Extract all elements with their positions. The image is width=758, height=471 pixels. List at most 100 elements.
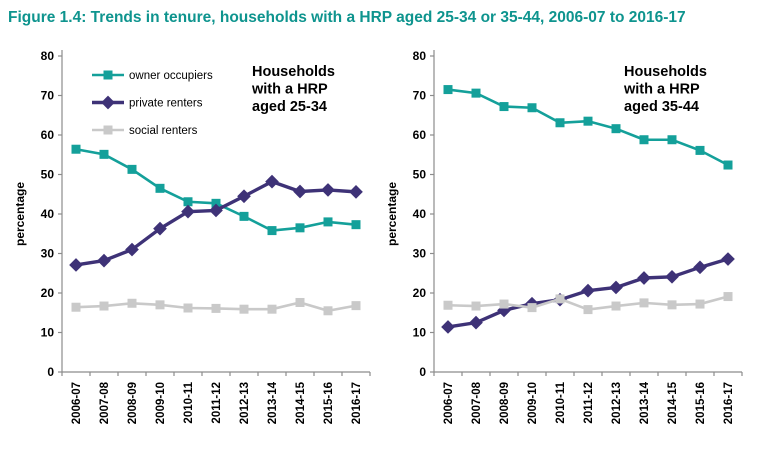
owner-occupiers-marker [351, 220, 361, 230]
legend-item-social-renters: social renters [92, 125, 198, 137]
owner-occupiers-marker [211, 199, 221, 209]
svg-text:0: 0 [419, 365, 426, 379]
svg-text:20: 20 [413, 286, 427, 300]
social-renters-series [443, 292, 733, 315]
owner-occupiers-marker [239, 212, 249, 222]
svg-text:2015-16: 2015-16 [695, 382, 707, 424]
legend-item-private-renters: private renters [92, 96, 203, 110]
svg-text:2009-10: 2009-10 [155, 382, 167, 424]
owner-occupiers-marker [527, 103, 537, 113]
owner-occupiers-marker [155, 184, 165, 194]
svg-text:2010-11: 2010-11 [555, 382, 567, 424]
chart-subtitle: Households with a HRP aged 25-34 [251, 64, 335, 115]
chart-subtitle: Households with a HRP aged 35-44 [623, 64, 707, 115]
social-renters-series [71, 298, 361, 316]
social-renters-marker [239, 305, 249, 315]
private-renters-series [69, 175, 363, 273]
private-renters-marker [693, 260, 707, 275]
social-renters-marker [267, 305, 277, 315]
svg-text:30: 30 [41, 247, 55, 261]
legend-swatch-marker [101, 96, 115, 110]
social-renters-marker [443, 301, 453, 311]
private-renters-marker [97, 254, 111, 268]
legend-label: private renters [129, 98, 203, 110]
social-renters-marker [695, 300, 705, 310]
svg-text:40: 40 [413, 207, 427, 221]
social-renters-marker [183, 303, 193, 313]
private-renters-marker [69, 258, 83, 273]
svg-text:70: 70 [413, 89, 427, 103]
private-renters-marker [153, 222, 167, 236]
social-renters-marker [211, 304, 221, 314]
svg-text:2013-14: 2013-14 [267, 382, 279, 425]
svg-text:2006-07: 2006-07 [443, 382, 455, 424]
svg-text:2011-12: 2011-12 [583, 382, 595, 424]
axes [430, 50, 743, 377]
svg-text:2007-08: 2007-08 [99, 382, 111, 425]
y-tick-labels: 0 10 20 30 40 50 60 70 80 [41, 49, 55, 379]
svg-text:2012-13: 2012-13 [239, 382, 251, 424]
owner-occupiers-marker [555, 118, 565, 128]
private-renters-marker [609, 281, 623, 295]
owner-occupiers-marker [499, 102, 509, 112]
legend-item-owner-occupiers: owner occupiers [92, 70, 213, 82]
social-renters-marker [295, 298, 305, 308]
private-renters-marker [125, 243, 139, 257]
svg-text:2012-13: 2012-13 [611, 382, 623, 424]
svg-text:2007-08: 2007-08 [471, 382, 483, 425]
owner-occupiers-marker [323, 217, 333, 227]
legend: owner occupiers private renters social ren… [92, 70, 213, 137]
svg-text:0: 0 [47, 365, 54, 379]
svg-text:2014-15: 2014-15 [667, 382, 679, 425]
social-renters-marker [611, 301, 621, 311]
svg-text:60: 60 [413, 128, 427, 142]
social-renters-marker [723, 292, 733, 302]
charts-row: 0 10 20 30 40 50 60 70 80 2006-07 2007-08 2008-09 20… [0, 42, 758, 438]
private-renters-series [441, 252, 735, 335]
owner-occupiers-series [71, 145, 361, 236]
owner-occupiers-series [443, 85, 733, 170]
private-renters-marker [721, 252, 735, 267]
social-renters-marker [323, 306, 333, 316]
private-renters-marker [181, 205, 195, 219]
legend-swatch-marker [103, 125, 113, 135]
social-renters-marker [471, 301, 481, 311]
owner-occupiers-marker [667, 135, 677, 145]
x-tick-labels: 2006-07 2007-08 2008-09 2009-10 2010-11 2011-… [71, 382, 363, 425]
social-renters-marker [155, 300, 165, 310]
svg-text:2015-16: 2015-16 [323, 382, 335, 424]
axes [58, 50, 371, 377]
private-renters-marker [665, 270, 679, 285]
legend-swatch-marker [103, 70, 113, 80]
svg-text:80: 80 [41, 49, 55, 63]
social-renters-marker [351, 301, 361, 311]
social-renters-marker [667, 300, 677, 310]
owner-occupiers-marker [611, 124, 621, 134]
svg-text:60: 60 [41, 128, 55, 142]
owner-occupiers-marker [443, 85, 453, 95]
social-renters-marker [499, 300, 509, 310]
social-renters-marker [527, 303, 537, 313]
svg-text:40: 40 [41, 207, 55, 221]
owner-occupiers-marker [127, 165, 137, 175]
svg-text:2008-09: 2008-09 [499, 382, 511, 424]
private-renters-marker [637, 271, 651, 286]
private-renters-marker [209, 204, 223, 218]
svg-text:2016-17: 2016-17 [351, 382, 363, 424]
svg-text:2011-12: 2011-12 [211, 382, 223, 424]
owner-occupiers-marker [583, 117, 593, 127]
private-renters-marker [321, 183, 335, 198]
svg-text:2008-09: 2008-09 [127, 382, 139, 424]
svg-text:2006-07: 2006-07 [71, 382, 83, 424]
svg-text:30: 30 [413, 247, 427, 261]
social-renters-marker [127, 299, 137, 309]
private-renters-marker [237, 189, 251, 204]
owner-occupiers-marker [723, 160, 733, 170]
owner-occupiers-marker [295, 223, 305, 233]
svg-text:2014-15: 2014-15 [295, 382, 307, 425]
social-renters-marker [639, 298, 649, 308]
owner-occupiers-marker [267, 226, 277, 236]
